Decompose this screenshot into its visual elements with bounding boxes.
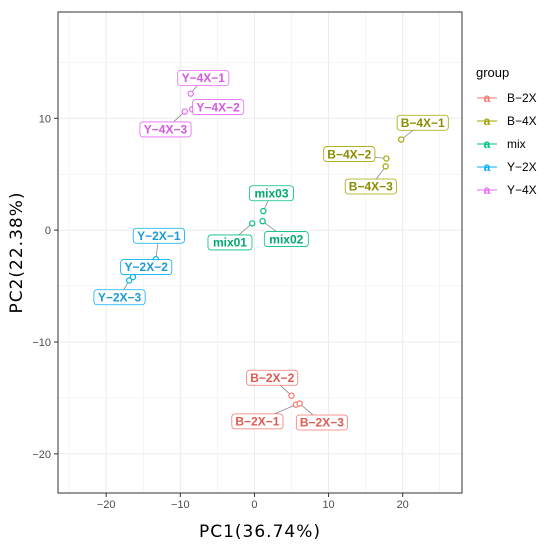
legend-key-glyph: a: [484, 114, 491, 128]
point-label-text: Y−4X−1: [182, 71, 226, 85]
point-label-text: Y−4X−3: [144, 123, 188, 137]
legend-label: B−4X: [507, 114, 537, 128]
point-label-text: B−2X−3: [300, 416, 344, 430]
point-label: B−2X−1: [231, 413, 284, 430]
label-box: [323, 146, 376, 162]
data-point: [296, 400, 303, 407]
legend-title: group: [476, 65, 509, 80]
point-label-text: Y−2X−1: [137, 229, 181, 243]
legend: group a B−2X a B−4X a mix a Y−2X a Y−4X: [476, 65, 537, 197]
point-label: Y−2X−1: [132, 227, 185, 244]
label-box: [295, 414, 348, 431]
point-label: B−4X−1: [396, 114, 449, 131]
label-box: [249, 185, 294, 202]
y-axis-title: PC2(22.38%): [7, 191, 27, 313]
point-label: Y−4X−2: [192, 99, 245, 115]
point-label: mix01: [207, 234, 253, 251]
legend-label: mix: [507, 137, 526, 151]
x-tick-label: 0: [251, 499, 257, 511]
label-box: [132, 227, 185, 244]
point-label: mix02: [263, 231, 309, 247]
data-point: [288, 392, 295, 399]
label-box: [344, 178, 397, 195]
point-label: mix03: [249, 185, 294, 202]
panel-background: [58, 12, 462, 493]
grid-lines: [58, 12, 462, 493]
point-label: Y−2X−3: [93, 289, 146, 306]
point-label: Y−4X−1: [177, 70, 230, 86]
data-point: [259, 217, 266, 225]
legend-item: a Y−4X: [477, 183, 537, 197]
label-box: [263, 231, 309, 247]
point-labels: B−2X−1 B−2X−2 B−2X−3 B−4X−1 B−4X−2 B−4X−3 mix0…: [93, 70, 449, 431]
data-point: [383, 155, 390, 162]
plot-panel: [58, 12, 462, 493]
label-box: [396, 114, 449, 131]
point-label: B−2X−3: [295, 414, 348, 431]
point-label-text: B−4X−1: [401, 116, 445, 130]
legend-key-glyph: a: [484, 91, 491, 105]
label-box: [207, 234, 253, 251]
point-label-text: Y−2X−2: [125, 260, 169, 274]
point-label-text: mix03: [254, 186, 288, 200]
point-label: Y−4X−3: [139, 121, 192, 138]
data-point: [187, 90, 194, 97]
x-tick-label: 10: [322, 499, 334, 511]
point-label-text: B−2X−2: [250, 371, 294, 385]
x-axis-title: PC1(36.74%): [199, 522, 321, 542]
legend-key-glyph: a: [484, 160, 491, 174]
x-tick-label: −20: [97, 499, 116, 511]
legend-label: Y−2X: [507, 160, 537, 174]
point-label: B−4X−3: [344, 178, 397, 195]
point-label-text: B−2X−1: [235, 415, 279, 429]
legend-key-glyph: a: [484, 137, 491, 151]
point-label: B−2X−2: [246, 369, 299, 386]
data-point: [398, 136, 405, 143]
y-axis-ticks: −20 −10 0 10: [32, 113, 58, 461]
label-box: [231, 413, 284, 430]
legend-key-glyph: a: [484, 183, 491, 197]
x-tick-label: −10: [171, 499, 190, 511]
legend-item: a Y−2X: [477, 160, 537, 174]
y-tick-label: 0: [45, 225, 51, 237]
data-point: [181, 108, 188, 115]
data-point: [382, 163, 389, 170]
label-box: [120, 259, 173, 275]
point-label-text: Y−2X−3: [98, 290, 142, 304]
point-label-text: mix01: [213, 236, 247, 250]
data-point: [125, 277, 133, 284]
label-connector: [274, 404, 297, 415]
data-points: [125, 90, 405, 408]
x-axis-ticks: −20 −10 0 10 20: [97, 493, 409, 511]
legend-label: B−2X: [507, 91, 537, 105]
legend-label: Y−4X: [507, 183, 537, 197]
data-point: [249, 220, 256, 227]
legend-item: a B−4X: [477, 114, 537, 128]
point-label: B−4X−2: [323, 146, 376, 162]
x-tick-label: 20: [397, 499, 409, 511]
label-box: [93, 289, 146, 306]
label-box: [246, 369, 299, 386]
legend-item: a B−2X: [477, 91, 537, 105]
y-tick-label: −10: [32, 337, 51, 349]
legend-item: a mix: [477, 137, 526, 151]
point-label-text: B−4X−2: [327, 147, 371, 161]
label-box: [177, 70, 230, 86]
plot-border: [57, 11, 463, 494]
y-tick-label: −20: [32, 449, 51, 461]
point-label-text: mix02: [269, 232, 303, 246]
point-label-text: B−4X−3: [349, 180, 393, 194]
y-tick-label: 10: [39, 113, 51, 125]
data-point: [260, 207, 267, 215]
label-box: [192, 99, 245, 115]
point-label-text: Y−4X−2: [196, 100, 240, 114]
point-label: Y−2X−2: [120, 259, 173, 275]
label-box: [139, 121, 192, 138]
